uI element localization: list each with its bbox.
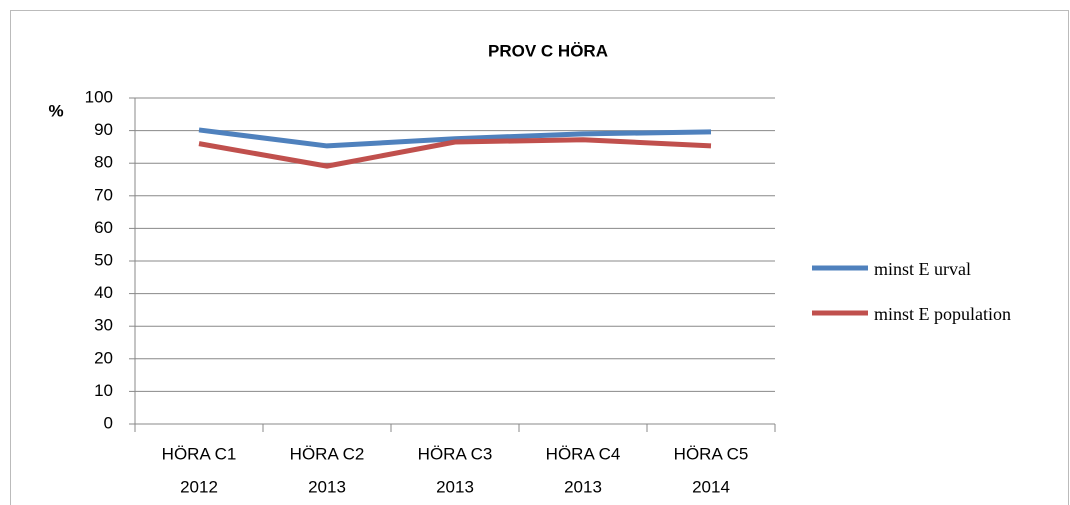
x-tick-label: HÖRA C1 — [162, 444, 237, 463]
legend-label: minst E population — [874, 304, 1011, 324]
x-tick-label: HÖRA C2 — [290, 444, 365, 463]
y-tick-label: 100 — [85, 87, 113, 106]
y-axis-label: % — [48, 101, 63, 120]
x-tick-label: 2013 — [436, 477, 474, 496]
y-tick-label: 30 — [94, 316, 113, 335]
x-tick-label: 2014 — [692, 477, 730, 496]
x-tick-label: 2013 — [308, 477, 346, 496]
x-tick-label: HÖRA C4 — [546, 444, 621, 463]
y-tick-label: 80 — [94, 153, 113, 172]
chart-title: PROV C HÖRA — [488, 41, 608, 60]
y-tick-label: 20 — [94, 348, 113, 367]
line-series — [198, 137, 712, 169]
y-tick-label: 50 — [94, 250, 113, 269]
line-series — [198, 127, 712, 149]
x-tick-label: 2013 — [564, 477, 602, 496]
y-tick-label: 90 — [94, 120, 113, 139]
x-tick-label: 2012 — [180, 477, 218, 496]
legend-label: minst E urval — [874, 259, 971, 279]
x-tick-label: HÖRA C3 — [418, 444, 493, 463]
y-tick-label: 0 — [104, 413, 113, 432]
y-tick-label: 60 — [94, 218, 113, 237]
y-tick-label: 70 — [94, 185, 113, 204]
y-tick-label: 10 — [94, 381, 113, 400]
x-tick-label: HÖRA C5 — [674, 444, 749, 463]
chart-border — [10, 10, 1069, 505]
y-tick-label: 40 — [94, 283, 113, 302]
